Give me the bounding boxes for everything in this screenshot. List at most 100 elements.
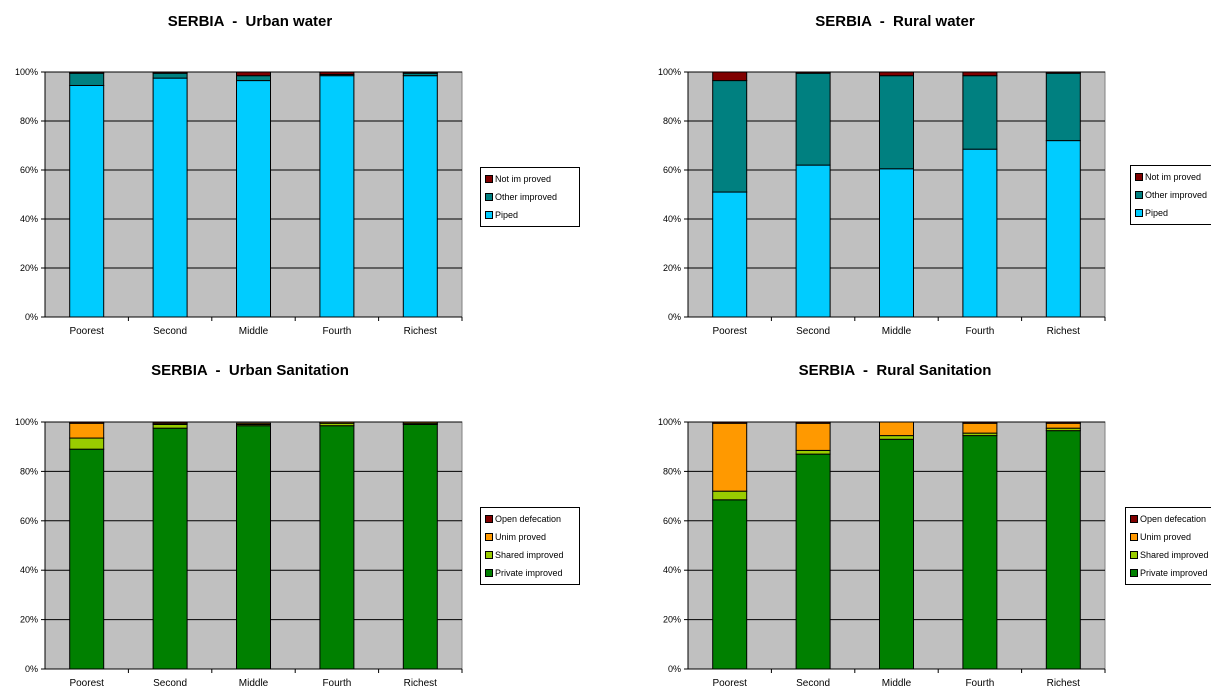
- x-tick-label: Fourth: [965, 326, 994, 337]
- legend-item: Piped: [485, 206, 575, 224]
- bar-segment-not-improved: [1045, 71, 1081, 74]
- x-tick-label: Second: [796, 678, 830, 686]
- bar-segment-open-defecation: [1045, 421, 1081, 424]
- bar-segment-private-improved: [152, 427, 188, 670]
- y-tick-label: 0%: [25, 664, 38, 674]
- chart-title: SERBIA - Rural water: [815, 13, 975, 30]
- x-tick-label: Poorest: [69, 326, 104, 337]
- legend-swatch: [485, 175, 493, 183]
- y-tick-label: 20%: [663, 263, 681, 273]
- x-tick-label: Second: [153, 678, 187, 686]
- y-tick-label: 0%: [25, 312, 38, 322]
- legend-item: Unim proved: [485, 528, 575, 546]
- bar-segment-other-improved: [69, 72, 105, 86]
- bar-segment-unimproved: [319, 421, 355, 424]
- y-tick-label: 60%: [663, 165, 681, 175]
- legend-swatch: [1135, 173, 1143, 181]
- y-tick-label: 60%: [20, 516, 38, 526]
- legend-item: Not im proved: [485, 170, 575, 188]
- bar-segment-shared-improved: [152, 423, 188, 429]
- bar-segment-other-improved: [879, 75, 914, 170]
- legend-item: Private improved: [1130, 564, 1210, 582]
- x-tick-label: Middle: [239, 678, 269, 686]
- bar-segment-not-improved: [402, 71, 438, 74]
- bar-segment-unimproved: [879, 421, 914, 437]
- bar-segment-piped: [69, 84, 105, 318]
- legend-swatch: [1130, 533, 1138, 541]
- x-tick-label: Richest: [1047, 326, 1081, 337]
- bar-segment-unimproved: [236, 422, 271, 425]
- chart-legend: Open defecation Unim proved Shared improve…: [1125, 507, 1211, 585]
- chart-title: SERBIA - Rural Sanitation: [798, 362, 992, 379]
- bar-segment-other-improved: [152, 72, 188, 79]
- x-tick-label: Fourth: [322, 678, 351, 686]
- y-tick-label: 100%: [658, 417, 681, 427]
- legend-item: Private improved: [485, 564, 575, 582]
- legend-swatch: [485, 515, 493, 523]
- bar-segment-private-improved: [1045, 430, 1081, 670]
- rural-sanitation-plot: 0% 20% 40% 60% 80% 100% Poorest Second Middle Fou…: [658, 417, 1106, 686]
- legend-item: Open defecation: [485, 510, 575, 528]
- y-tick-label: 80%: [20, 116, 38, 126]
- legend-label: Unim proved: [1140, 532, 1192, 542]
- legend-label: Private improved: [1140, 568, 1208, 578]
- chart-rural-sanitation: SERBIA - Rural Sanitation 0% 20% 40% 60% 80%…: [605, 343, 1211, 686]
- y-tick-label: 60%: [663, 516, 681, 526]
- bar-segment-not-improved: [319, 71, 355, 75]
- chart-urban-water: SERBIA - Urban water 0% 20% 40% 60% 80% 100% P…: [0, 0, 600, 343]
- urban-water-plot: 0% 20% 40% 60% 80% 100% Poorest Second Middle Fou…: [15, 67, 463, 337]
- bar-segment-other-improved: [1045, 72, 1081, 142]
- x-tick-label: Middle: [239, 326, 269, 337]
- y-tick-label: 20%: [20, 615, 38, 625]
- legend-swatch: [485, 193, 493, 201]
- y-tick-label: 40%: [20, 565, 38, 575]
- y-tick-label: 80%: [663, 116, 681, 126]
- y-tick-label: 40%: [663, 565, 681, 575]
- legend-item: Other improved: [485, 188, 575, 206]
- legend-swatch: [485, 533, 493, 541]
- chart-legend: Not im proved Other improved Piped: [480, 167, 580, 227]
- legend-item: Shared improved: [1130, 546, 1210, 564]
- bar-segment-not-improved: [712, 71, 748, 82]
- y-tick-label: 40%: [20, 214, 38, 224]
- legend-label: Open defecation: [1140, 514, 1207, 524]
- bar-segment-open-defecation: [962, 421, 998, 424]
- legend-label: Open defecation: [495, 514, 562, 524]
- legend-label: Piped: [495, 210, 519, 220]
- chart-title: SERBIA - Urban Sanitation: [151, 362, 349, 379]
- legend-label: Shared improved: [1140, 550, 1209, 560]
- bar-segment-not-improved: [152, 71, 188, 74]
- legend-label: Unim proved: [495, 532, 547, 542]
- legend-label: Not im proved: [495, 174, 552, 184]
- y-tick-label: 20%: [663, 615, 681, 625]
- bar-segment-not-improved: [879, 71, 914, 77]
- bar-segment-private-improved: [319, 425, 355, 670]
- rural-water-plot: 0% 20% 40% 60% 80% 100% Poorest Second Middle Fou…: [658, 67, 1106, 337]
- bar-segment-other-improved: [712, 80, 748, 193]
- chart-title: SERBIA - Urban water: [167, 13, 333, 30]
- bar-segment-shared-improved: [69, 437, 105, 450]
- x-tick-label: Fourth: [322, 326, 351, 337]
- bar-segment-piped: [319, 75, 355, 318]
- x-tick-label: Second: [796, 326, 830, 337]
- bar-segment-open-defecation: [152, 421, 188, 424]
- bar-segment-private-improved: [402, 423, 438, 670]
- legend-item: Unim proved: [1130, 528, 1210, 546]
- x-tick-label: Second: [153, 326, 187, 337]
- legend-swatch: [1130, 515, 1138, 523]
- bar-segment-piped: [795, 164, 831, 318]
- bar-segment-private-improved: [962, 435, 998, 670]
- y-tick-label: 80%: [663, 466, 681, 476]
- bar-segment-other-improved: [236, 75, 271, 82]
- bar-segment-open-defecation: [712, 421, 748, 424]
- bar-segment-piped: [879, 168, 914, 318]
- bar-segment-piped: [402, 75, 438, 318]
- legend-item: Shared improved: [485, 546, 575, 564]
- chart-rural-water: SERBIA - Rural water 0% 20% 40% 60% 80% 100% P…: [605, 0, 1211, 343]
- legend-swatch: [1130, 551, 1138, 559]
- x-tick-label: Middle: [882, 326, 912, 337]
- y-tick-label: 80%: [20, 466, 38, 476]
- legend-item: Open defecation: [1130, 510, 1210, 528]
- bar-segment-other-improved: [795, 72, 831, 166]
- chart-legend: Open defecation Unim proved Shared improve…: [480, 507, 580, 585]
